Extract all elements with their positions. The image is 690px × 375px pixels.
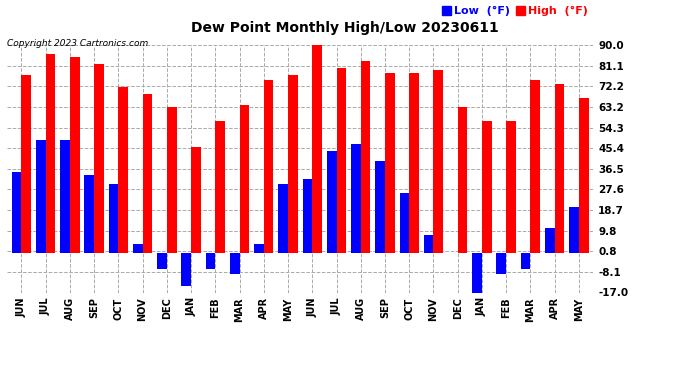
- Bar: [157, 253, 167, 269]
- Bar: [385, 73, 395, 253]
- Bar: [215, 122, 225, 253]
- Bar: [351, 144, 361, 253]
- Bar: [424, 235, 433, 253]
- Bar: [239, 105, 249, 253]
- Bar: [409, 73, 419, 253]
- Bar: [327, 152, 337, 253]
- Bar: [361, 61, 371, 253]
- Bar: [497, 253, 506, 274]
- Bar: [433, 70, 443, 253]
- Bar: [521, 253, 531, 269]
- Bar: [36, 140, 46, 253]
- Bar: [545, 228, 555, 253]
- Bar: [181, 253, 191, 285]
- Bar: [167, 108, 177, 253]
- Bar: [70, 57, 79, 253]
- Bar: [133, 244, 143, 253]
- Bar: [400, 193, 409, 253]
- Bar: [191, 147, 201, 253]
- Bar: [254, 244, 264, 253]
- Bar: [109, 184, 119, 253]
- Bar: [288, 75, 297, 253]
- Bar: [278, 184, 288, 253]
- Bar: [506, 122, 516, 253]
- Bar: [60, 140, 70, 253]
- Text: Copyright 2023 Cartronics.com: Copyright 2023 Cartronics.com: [7, 39, 148, 48]
- Bar: [119, 87, 128, 253]
- Bar: [555, 84, 564, 253]
- Bar: [94, 63, 104, 253]
- Bar: [143, 94, 152, 253]
- Bar: [531, 80, 540, 253]
- Text: Dew Point Monthly High/Low 20230611: Dew Point Monthly High/Low 20230611: [191, 21, 499, 34]
- Bar: [84, 174, 94, 253]
- Bar: [21, 75, 31, 253]
- Bar: [46, 54, 55, 253]
- Bar: [472, 253, 482, 292]
- Bar: [12, 172, 21, 253]
- Bar: [264, 80, 273, 253]
- Bar: [482, 122, 491, 253]
- Bar: [206, 253, 215, 269]
- Bar: [313, 43, 322, 253]
- Bar: [569, 207, 579, 253]
- Bar: [375, 160, 385, 253]
- Bar: [303, 179, 313, 253]
- Bar: [579, 98, 589, 253]
- Bar: [457, 108, 467, 253]
- Legend: Low  (°F), High  (°F): Low (°F), High (°F): [442, 6, 588, 16]
- Bar: [337, 68, 346, 253]
- Bar: [230, 253, 239, 274]
